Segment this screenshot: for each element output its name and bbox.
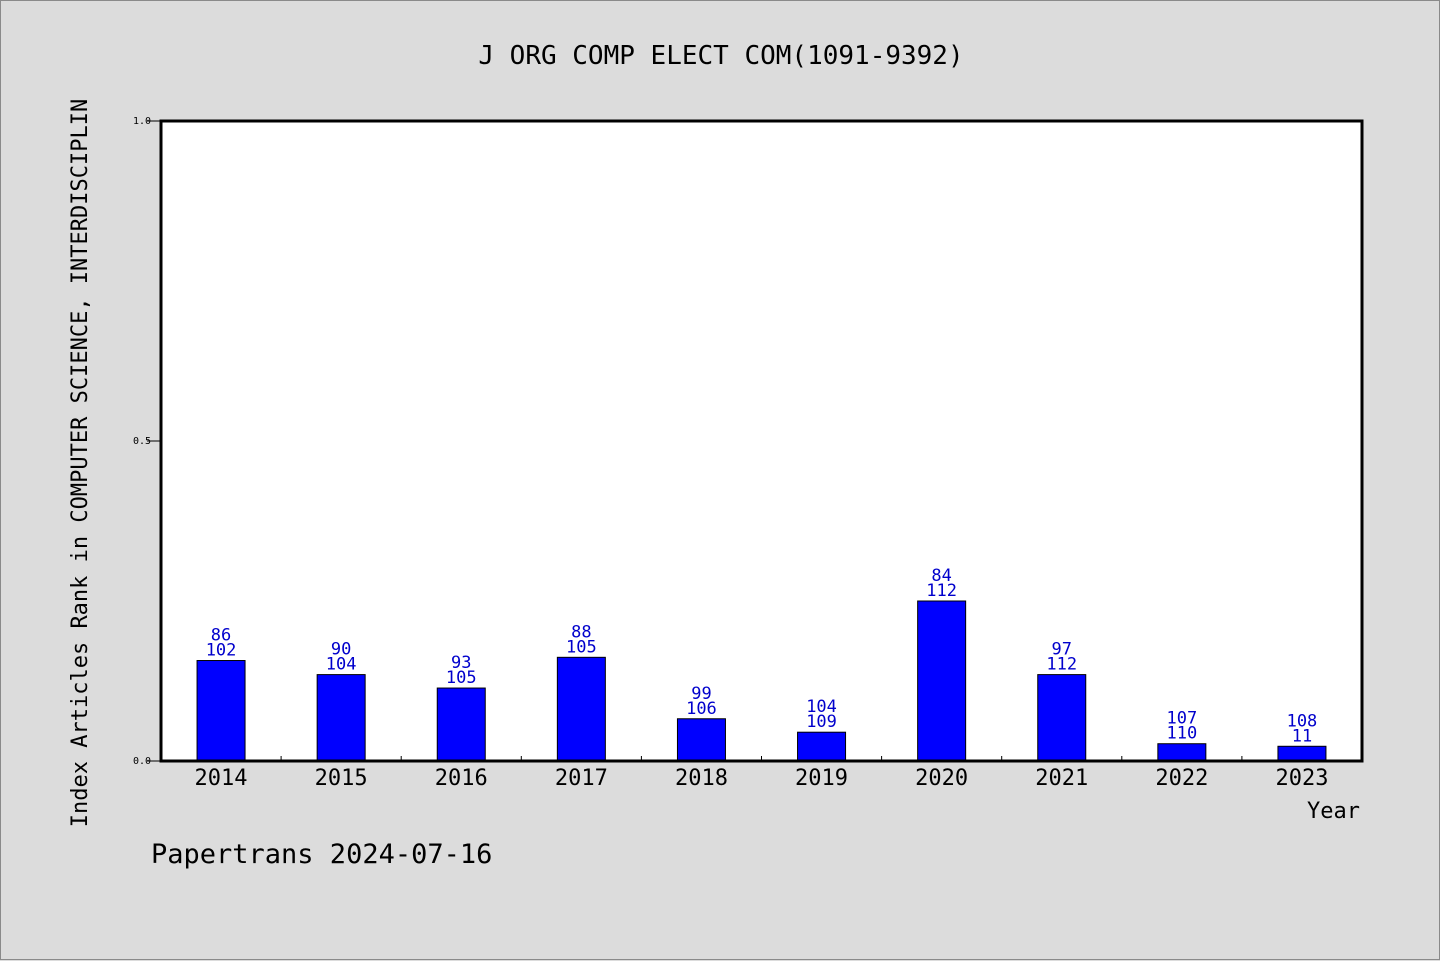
bar-total-label: 11 <box>1292 726 1312 746</box>
bar-rank-label: 86 <box>211 626 231 646</box>
bar-total-label: 106 <box>686 699 717 719</box>
x-tick-label: 2017 <box>555 766 608 791</box>
y-tick-label: 0.0 <box>133 756 151 767</box>
bar-2015 <box>316 674 366 762</box>
bar-total-label: 105 <box>446 668 477 688</box>
x-tick-label: 2019 <box>795 766 848 791</box>
plot-area <box>161 121 1362 761</box>
x-tick-label: 2015 <box>315 766 368 791</box>
bar-total-label: 112 <box>926 581 957 601</box>
bar-2017 <box>556 656 606 762</box>
bar-rank-label: 108 <box>1287 711 1318 731</box>
bar-2020 <box>917 600 967 762</box>
bar-rank-label: 97 <box>1052 640 1072 660</box>
chart-title: J ORG COMP ELECT COM(1091-9392) <box>478 41 963 71</box>
x-tick-label: 2021 <box>1035 766 1088 791</box>
bar-rank-label: 104 <box>806 697 837 717</box>
x-tick-label: 2022 <box>1155 766 1208 791</box>
x-tick-label: 2018 <box>675 766 728 791</box>
axis-ticks-group: 2014 2015 2016 2017 2018 2019 2020 2021 2022 2023… <box>133 116 1329 791</box>
bar-rank-label: 107 <box>1166 709 1197 729</box>
bar-2019 <box>797 731 847 762</box>
bar-2016 <box>436 687 486 762</box>
bar-total-label: 110 <box>1166 724 1197 744</box>
x-tick-label: 2016 <box>435 766 488 791</box>
bar-total-label: 112 <box>1046 655 1077 675</box>
bar-total-label: 104 <box>326 655 357 675</box>
x-tick-label: 2014 <box>195 766 248 791</box>
bar-2018 <box>676 718 726 762</box>
bar-total-label: 102 <box>206 641 237 661</box>
bar-rank-label: 93 <box>451 653 471 673</box>
bar-rank-label: 84 <box>931 566 951 586</box>
bar-2014 <box>196 660 246 762</box>
footer-source: Papertrans 2024-07-16 <box>151 839 492 870</box>
y-axis-label: Index Articles Rank in COMPUTER SCIENCE,… <box>68 99 93 827</box>
y-tick-label: 1.0 <box>133 116 151 127</box>
x-tick-label: 2020 <box>915 766 968 791</box>
bar-rank-label: 99 <box>691 684 711 704</box>
bar-total-label: 105 <box>566 637 597 657</box>
plot-border <box>159 119 1364 763</box>
bar-rank-label: 88 <box>571 622 591 642</box>
bar-rank-label: 90 <box>331 640 351 660</box>
x-axis-label: Year <box>1307 799 1360 824</box>
bar-2021 <box>1037 674 1087 762</box>
y-tick-label: 0.5 <box>133 436 151 447</box>
bar-2022 <box>1157 743 1207 762</box>
x-tick-label: 2023 <box>1275 766 1328 791</box>
bar-2023 <box>1277 745 1327 762</box>
bar-total-label: 109 <box>806 712 837 732</box>
